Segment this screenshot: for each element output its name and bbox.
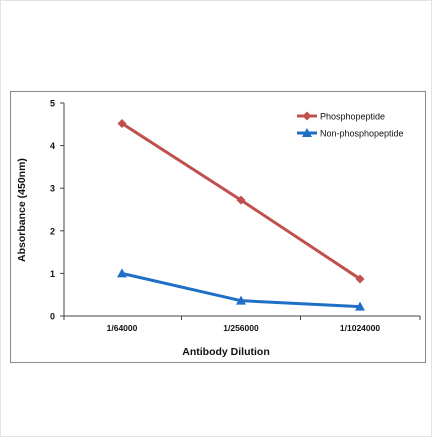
non-phosphopeptide-point bbox=[117, 268, 127, 278]
legend-phosphopeptide-marker bbox=[302, 111, 312, 121]
y-tick-label: 4 bbox=[50, 141, 55, 151]
x-tick-label: 1/1024000 bbox=[340, 323, 380, 333]
non-phosphopeptide-point bbox=[236, 295, 246, 305]
legend-non-phosphopeptide-label: Non-phosphopeptide bbox=[320, 129, 404, 139]
y-axis-title: Absorbance (450nm) bbox=[16, 158, 28, 262]
y-tick-label: 3 bbox=[50, 184, 55, 194]
phosphopeptide-point bbox=[355, 274, 365, 284]
x-tick-label: 1/256000 bbox=[223, 323, 259, 333]
phosphopeptide-point bbox=[236, 195, 246, 205]
axes: 0 1 2 3 4 5 1/64000 1/256000 1/1024000 bbox=[50, 99, 421, 333]
chart-area-border bbox=[10, 91, 426, 363]
legend-phosphopeptide-label: Phosphopeptide bbox=[320, 112, 385, 122]
y-tick-label: 1 bbox=[50, 269, 55, 279]
y-tick-label: 5 bbox=[50, 99, 55, 109]
y-tick-label: 0 bbox=[50, 312, 55, 322]
series-group bbox=[117, 118, 365, 311]
x-axis-title: Antibody Dilution bbox=[182, 346, 269, 358]
non-phosphopeptide-point bbox=[355, 301, 365, 311]
phosphopeptide-point bbox=[117, 118, 127, 128]
y-tick-label: 2 bbox=[50, 226, 55, 236]
legend: Phosphopeptide Non-phosphopeptide bbox=[297, 111, 404, 139]
x-tick-label: 1/64000 bbox=[107, 323, 138, 333]
legend-non-phosphopeptide-marker bbox=[302, 128, 312, 137]
